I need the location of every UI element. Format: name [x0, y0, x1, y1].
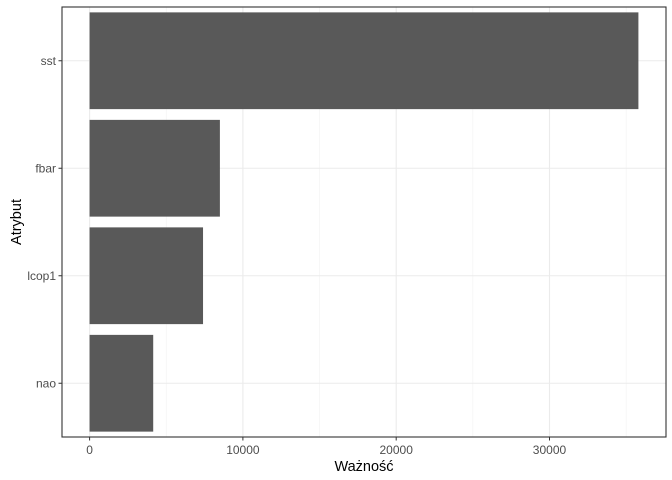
x-axis-title: Ważność [334, 459, 393, 475]
bar-nao [89, 334, 154, 432]
x-tick-label: 10000 [226, 443, 260, 457]
y-tick-label: lcop1 [27, 269, 56, 283]
axis-ticks [58, 60, 550, 441]
x-tick-label: 20000 [380, 443, 414, 457]
x-tick-label: 30000 [533, 443, 567, 457]
bars [89, 12, 639, 432]
panel-border [61, 6, 667, 438]
bar-fbar [89, 119, 220, 217]
y-tick-label: fbar [35, 161, 56, 175]
y-axis-title: Atrybut [9, 199, 25, 245]
y-tick-label: nao [36, 376, 56, 390]
bar-lcop1 [89, 227, 204, 325]
y-tick-label: sst [41, 54, 57, 68]
x-tick-label: 0 [86, 443, 93, 457]
tick-labels: 0 10000 20000 30000 sst fbar lcop1 nao [27, 54, 566, 457]
bar-sst [89, 12, 639, 110]
